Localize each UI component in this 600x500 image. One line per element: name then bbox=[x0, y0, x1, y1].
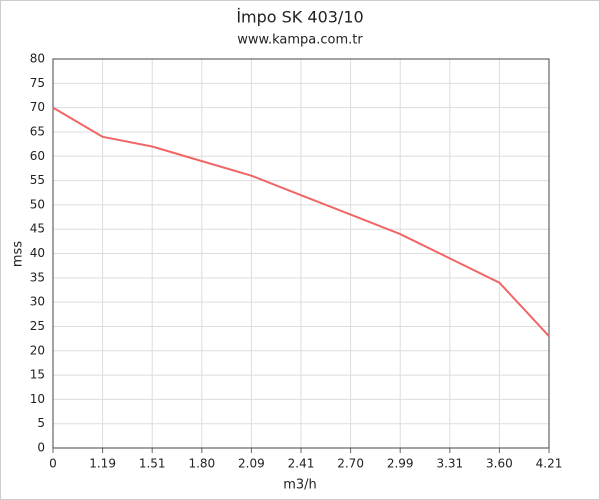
y-tick-label: 80 bbox=[30, 52, 45, 66]
x-tick-label: 2.70 bbox=[337, 457, 364, 471]
y-tick-label: 15 bbox=[30, 368, 45, 382]
x-tick-label: 1.80 bbox=[188, 457, 215, 471]
y-tick-label: 55 bbox=[30, 173, 45, 187]
y-tick-label: 50 bbox=[30, 197, 45, 211]
x-axis-label: m3/h bbox=[283, 478, 317, 493]
y-axis-label: mss bbox=[11, 241, 26, 267]
x-tick-label: 2.09 bbox=[238, 457, 265, 471]
y-tick-label: 25 bbox=[30, 319, 45, 333]
y-tick-label: 40 bbox=[30, 246, 45, 260]
x-tick-label: 2.99 bbox=[387, 457, 414, 471]
y-tick-label: 10 bbox=[30, 392, 45, 406]
y-tick-label: 70 bbox=[30, 100, 45, 114]
y-tick-label: 30 bbox=[30, 295, 45, 309]
chart-subtitle: www.kampa.com.tr bbox=[237, 33, 363, 48]
chart-title: İmpo SK 403/10 bbox=[236, 8, 363, 27]
y-tick-label: 35 bbox=[30, 270, 45, 284]
x-tick-label: 3.60 bbox=[486, 457, 513, 471]
y-tick-label: 20 bbox=[30, 343, 45, 357]
x-tick-label: 2.41 bbox=[288, 457, 315, 471]
plot-frame bbox=[52, 58, 550, 449]
y-tick-label: 45 bbox=[30, 222, 45, 236]
y-tick-label: 0 bbox=[37, 441, 45, 455]
y-tick-label: 60 bbox=[30, 149, 45, 163]
x-tick-label: 4.21 bbox=[536, 457, 563, 471]
x-tick-label: 1.19 bbox=[89, 457, 116, 471]
y-tick-label: 5 bbox=[37, 416, 45, 430]
x-tick-label: 3.31 bbox=[436, 457, 463, 471]
line-series bbox=[52, 106, 550, 337]
x-tick-label: 0 bbox=[49, 457, 57, 471]
x-tick-label: 1.51 bbox=[139, 457, 166, 471]
y-tick-label: 65 bbox=[30, 124, 45, 138]
y-tick-label: 75 bbox=[30, 76, 45, 90]
